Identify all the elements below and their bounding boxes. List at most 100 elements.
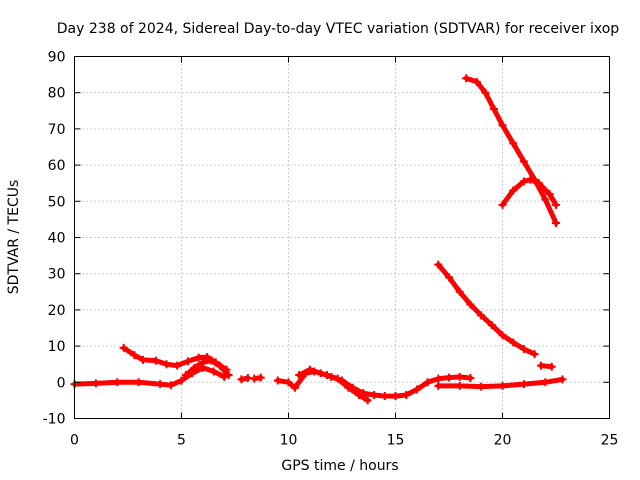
data-point-marker bbox=[558, 375, 567, 384]
data-point-marker bbox=[190, 363, 199, 372]
series-track-05 bbox=[250, 373, 265, 383]
data-point-marker bbox=[455, 287, 464, 296]
data-point-marker bbox=[173, 361, 182, 370]
data-point-marker bbox=[130, 351, 139, 360]
data-point-marker bbox=[216, 362, 225, 371]
data-point-marker bbox=[402, 390, 411, 399]
series-track-12 bbox=[498, 175, 560, 209]
x-tick-label: 20 bbox=[494, 433, 512, 449]
y-tick-label: 80 bbox=[48, 86, 66, 102]
data-point-marker bbox=[256, 373, 265, 382]
series-track-07 bbox=[295, 365, 475, 401]
data-point-marker bbox=[552, 200, 560, 209]
data-point-marker bbox=[138, 355, 147, 364]
data-point-marker bbox=[134, 378, 143, 387]
data-point-marker bbox=[477, 382, 486, 391]
x-tick-label: 0 bbox=[70, 433, 79, 449]
data-point-marker bbox=[472, 77, 481, 86]
y-axis-label: SDTVAR / TECUs bbox=[6, 180, 22, 295]
data-point-marker bbox=[498, 381, 507, 390]
data-point-marker bbox=[455, 381, 464, 390]
data-point-marker bbox=[466, 300, 475, 309]
data-point-marker bbox=[183, 357, 192, 366]
x-tick-label: 25 bbox=[601, 433, 619, 449]
data-point-marker bbox=[541, 378, 550, 387]
data-point-marker bbox=[224, 371, 233, 380]
data-point-marker bbox=[207, 356, 216, 365]
y-tick-label: 50 bbox=[48, 194, 66, 210]
data-point-marker bbox=[316, 369, 325, 378]
data-point-marker bbox=[359, 389, 368, 398]
y-tick-label: 20 bbox=[48, 303, 66, 319]
chart-title: Day 238 of 2024, Sidereal Day-to-day VTE… bbox=[57, 21, 620, 37]
data-point-marker bbox=[455, 372, 464, 381]
data-point-marker bbox=[434, 381, 443, 390]
data-point-marker bbox=[547, 362, 556, 371]
data-point-marker bbox=[391, 392, 400, 401]
y-tick-label: 10 bbox=[48, 339, 66, 355]
data-point-marker bbox=[295, 371, 304, 380]
data-point-marker bbox=[534, 179, 543, 188]
data-point-marker bbox=[113, 378, 122, 387]
data-point-marker bbox=[91, 379, 100, 388]
y-tick-label: -10 bbox=[43, 412, 66, 428]
series-track-09 bbox=[537, 361, 556, 371]
data-point-marker bbox=[526, 175, 535, 184]
series-track-01 bbox=[70, 363, 229, 390]
x-tick-label: 5 bbox=[177, 433, 186, 449]
grid-lines bbox=[74, 56, 610, 419]
data-point-marker bbox=[462, 74, 471, 83]
data-point-marker bbox=[545, 190, 554, 199]
data-point-marker bbox=[327, 372, 336, 381]
data-point-marker bbox=[489, 104, 498, 113]
data-point-marker bbox=[498, 331, 507, 340]
data-point-marker bbox=[509, 338, 518, 347]
data-point-marker bbox=[445, 373, 453, 382]
x-axis-label: GPS time / hours bbox=[281, 458, 398, 474]
series-line bbox=[463, 75, 559, 226]
data-point-marker bbox=[209, 367, 218, 376]
data-point-marker bbox=[445, 273, 453, 282]
series-line bbox=[183, 358, 232, 378]
data-point-marker bbox=[250, 374, 259, 383]
data-point-marker bbox=[237, 375, 246, 384]
data-point-marker bbox=[151, 356, 160, 365]
data-point-marker bbox=[466, 373, 475, 382]
data-point-marker bbox=[423, 378, 432, 387]
data-point-marker bbox=[552, 219, 560, 228]
data-point-marker bbox=[434, 374, 443, 383]
series-track-03 bbox=[181, 356, 233, 380]
data-point-marker bbox=[498, 121, 507, 130]
y-tick-label: 60 bbox=[48, 158, 66, 174]
data-point-marker bbox=[370, 390, 379, 399]
data-point-marker bbox=[519, 177, 528, 186]
data-point-marker bbox=[338, 376, 346, 385]
data-point-marker bbox=[541, 195, 550, 204]
data-point-marker bbox=[530, 350, 539, 359]
y-tick-label: 30 bbox=[48, 267, 66, 283]
data-point-marker bbox=[181, 371, 190, 380]
y-tick-label: 40 bbox=[48, 231, 66, 247]
series-track-08 bbox=[434, 260, 539, 359]
data-point-marker bbox=[119, 343, 128, 352]
data-point-marker bbox=[162, 360, 171, 369]
y-tick-label: 0 bbox=[57, 375, 66, 391]
series-track-10 bbox=[434, 375, 567, 391]
data-point-marker bbox=[290, 383, 299, 392]
data-point-marker bbox=[273, 376, 282, 385]
data-point-marker bbox=[177, 376, 186, 385]
data-point-marker bbox=[477, 311, 486, 320]
data-point-marker bbox=[305, 365, 314, 374]
data-point-marker bbox=[519, 157, 528, 166]
data-point-marker bbox=[509, 139, 518, 148]
series-line bbox=[435, 262, 538, 357]
data-point-marker bbox=[194, 353, 203, 362]
y-tick-label: 90 bbox=[48, 50, 66, 66]
data-point-marker bbox=[519, 344, 528, 353]
data-point-marker bbox=[519, 380, 528, 389]
data-point-marker bbox=[537, 361, 546, 370]
data-point-marker bbox=[412, 385, 421, 394]
data-point-marker bbox=[348, 383, 357, 392]
data-point-marker bbox=[198, 358, 207, 367]
x-tick-label: 10 bbox=[280, 433, 298, 449]
